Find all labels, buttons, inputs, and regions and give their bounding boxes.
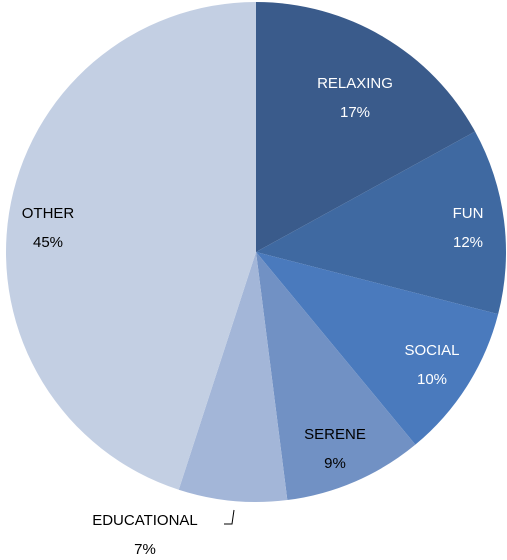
- slice-label: SERENE: [304, 426, 366, 443]
- slice-value-label: 7%: [134, 541, 156, 558]
- pie-slice: [178, 252, 288, 502]
- slice-value-label: 9%: [324, 455, 346, 472]
- slice-value-label: 45%: [33, 234, 63, 251]
- pie-slice: [256, 131, 507, 315]
- pie-slice: [256, 252, 416, 501]
- slice-label: FUN: [453, 205, 484, 222]
- slice-value-label: 10%: [417, 371, 447, 388]
- slice-value-label: 12%: [453, 234, 483, 251]
- slice-value-label: 17%: [340, 104, 370, 121]
- pie-slice: [256, 2, 476, 252]
- pie-slice: [5, 2, 257, 490]
- pie-slice: [256, 252, 499, 445]
- leader-line: [224, 509, 235, 525]
- slice-label: OTHER: [22, 205, 75, 222]
- slice-label: RELAXING: [317, 75, 393, 92]
- slice-label: SOCIAL: [404, 342, 459, 359]
- slice-label: EDUCATIONAL: [92, 512, 198, 529]
